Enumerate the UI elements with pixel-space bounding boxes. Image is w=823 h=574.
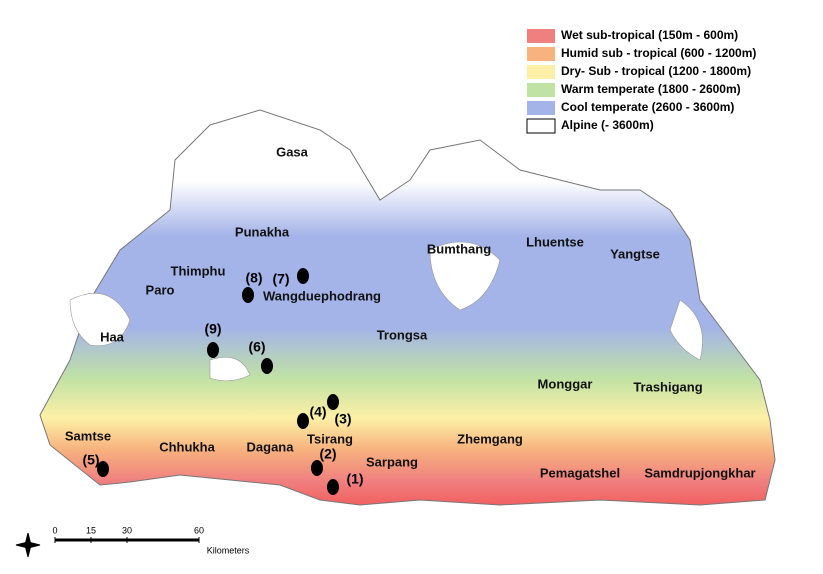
- site-marker: [261, 358, 273, 374]
- site-label: (8): [245, 270, 262, 286]
- scale-tick-label: 30: [122, 525, 132, 535]
- legend-label: Alpine (- 3600m): [561, 118, 654, 132]
- district-label: Paro: [146, 282, 175, 297]
- district-label: Chhukha: [159, 439, 215, 454]
- site-marker: [207, 342, 219, 358]
- legend-label: Cool temperate (2600 - 3600m): [561, 100, 734, 114]
- scale-tick-label: 15: [86, 525, 96, 535]
- legend-label: Humid sub - tropical (600 - 1200m): [561, 46, 756, 60]
- legend-label: Warm temperate (1800 - 2600m): [561, 82, 741, 96]
- site-label: (7): [272, 271, 289, 287]
- legend-swatch: [527, 83, 555, 97]
- legend-swatch: [527, 29, 555, 43]
- site-label: (4): [309, 404, 326, 420]
- scale-tick-label: 0: [52, 525, 57, 535]
- site-marker: [242, 287, 254, 303]
- site-marker: [327, 394, 339, 410]
- district-label: Trongsa: [377, 327, 428, 342]
- legend-swatch: [527, 65, 555, 79]
- legend-swatch: [527, 101, 555, 115]
- country-shape: [39, 109, 776, 506]
- scale-unit: Kilometers: [207, 545, 250, 555]
- district-label: Punakha: [235, 224, 290, 239]
- legend-label: Wet sub-tropical (150m - 600m): [561, 28, 738, 42]
- site-label: (9): [204, 321, 221, 337]
- site-marker: [311, 460, 323, 476]
- district-label: Dagana: [247, 439, 295, 454]
- site-marker: [297, 268, 309, 284]
- legend-label: Dry- Sub - tropical (1200 - 1800m): [561, 64, 751, 78]
- district-label: Trashigang: [633, 379, 702, 394]
- district-label: Thimphu: [171, 263, 226, 278]
- district-label: Pemagatshel: [540, 465, 620, 480]
- site-marker: [297, 413, 309, 429]
- district-label: Lhuentse: [526, 234, 584, 249]
- site-label: (3): [334, 411, 351, 427]
- legend-swatch: [527, 47, 555, 61]
- district-label: Haa: [100, 329, 125, 344]
- site-label: (1): [346, 471, 363, 487]
- site-label: (5): [82, 452, 99, 468]
- district-label: Gasa: [276, 144, 309, 159]
- site-label: (6): [248, 339, 265, 355]
- district-label: Samdrupjongkhar: [644, 465, 755, 480]
- district-label: Zhemgang: [457, 431, 523, 446]
- legend-swatch: [526, 118, 556, 134]
- site-label: (2): [319, 446, 336, 462]
- site-marker: [97, 461, 109, 477]
- district-label: Yangtse: [610, 246, 660, 261]
- district-label: Tsirang: [307, 431, 353, 446]
- district-label: Bumthang: [427, 241, 491, 256]
- compass: [15, 532, 41, 558]
- scale-tick-label: 60: [194, 525, 204, 535]
- site-marker: [327, 479, 339, 495]
- district-label: Samtse: [65, 428, 111, 443]
- district-label: Sarpang: [366, 454, 418, 469]
- district-label: Wangduephodrang: [263, 288, 381, 303]
- alpine-areas: [69, 241, 703, 382]
- district-label: Monggar: [538, 376, 593, 391]
